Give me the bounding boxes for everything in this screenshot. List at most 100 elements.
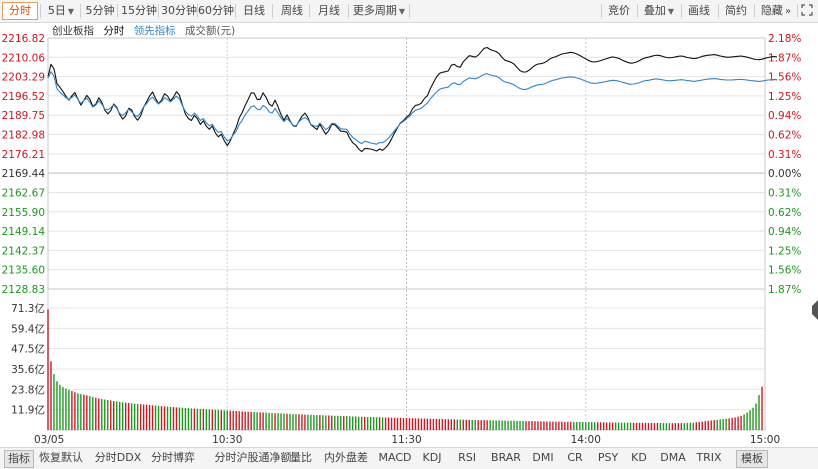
toolbar-divider: [718, 4, 719, 18]
volume-tick-label: 11.9亿: [11, 404, 45, 417]
time-tick-label: 15:00: [750, 434, 780, 446]
period-toolbar: 分时 5日 ▼ 5分钟 15分钟 30分钟 60分钟 日线 周线 月线 更多周期 ▼…: [0, 0, 818, 23]
tab-daily[interactable]: 日线: [238, 2, 270, 19]
price-tick-label: 2176.21: [2, 149, 45, 161]
price-tick-label: 2142.37: [2, 245, 45, 257]
price-tick-label: 2169.44: [2, 168, 46, 180]
percent-tick-label: 0.62%: [768, 130, 801, 142]
percent-tick-label: 1.25%: [768, 245, 801, 257]
tab-monthly-label: 月线: [318, 4, 340, 17]
percent-tick-label: 1.25%: [768, 91, 801, 103]
price-axis: 2216.82 2210.06 2203.29 2196.52 2189.75 2182.…: [2, 33, 46, 296]
hide-button[interactable]: 隐藏»: [756, 2, 796, 19]
toolbar-divider: [272, 4, 273, 18]
overlay-label: 叠加: [643, 4, 666, 17]
indicator-tab[interactable]: DMI: [532, 451, 554, 464]
time-axis: 03/05 10:30 11:30 14:00 15:00: [34, 434, 780, 446]
toolbar-divider: [409, 4, 410, 18]
chart-legend: 创业板指 分时 领先指标 成交额(元): [52, 23, 241, 37]
legend-volume-label: 成交额(元): [185, 25, 236, 37]
volume-tick-label: 47.5亿: [11, 343, 45, 356]
indicator-tab[interactable]: KDJ: [422, 451, 442, 464]
draw-line-label: 画线: [688, 4, 710, 17]
percent-axis: 2.18% 1.87% 1.56% 1.25% 0.94% 0.62% 0.31% 0.00%…: [768, 33, 801, 296]
volume-tick-label: 59.4亿: [11, 322, 45, 335]
percent-tick-label: 0.62%: [768, 207, 801, 219]
tab-60min[interactable]: 60分钟: [198, 2, 234, 19]
indicator-tab[interactable]: 分时沪股通净额: [214, 451, 292, 464]
tab-5min[interactable]: 5分钟: [83, 2, 117, 19]
caret-down-icon: ▼: [67, 7, 75, 16]
overlay-dropdown[interactable]: 叠加 ▼: [640, 2, 678, 19]
toolbar-divider: [348, 4, 349, 18]
legend-index-name: 创业板指: [52, 25, 94, 37]
tab-5day[interactable]: 5日 ▼: [44, 2, 78, 19]
intraday-chart[interactable]: 2216.82 2210.06 2203.29 2196.52 2189.75 2182.…: [0, 0, 818, 447]
indicator-tab[interactable]: MACD: [378, 451, 412, 464]
expand-button[interactable]: [799, 2, 815, 19]
tab-weekly[interactable]: 周线: [276, 2, 308, 19]
indicator-tab[interactable]: CR: [567, 451, 583, 464]
volume-tick-label: 23.8亿: [11, 383, 45, 396]
percent-tick-label: 1.87%: [768, 52, 801, 64]
percent-tick-label: 0.94%: [768, 226, 801, 238]
tab-timeshare[interactable]: 分时: [2, 2, 38, 20]
indicator-tab[interactable]: DMA: [660, 451, 686, 464]
indicator-tab[interactable]: 量比: [290, 451, 312, 464]
indicator-tab[interactable]: BRAR: [491, 451, 521, 464]
more-periods-dropdown[interactable]: 更多周期 ▼: [351, 2, 407, 19]
price-line: [47, 46, 778, 153]
simple-mode-button[interactable]: 简约: [721, 2, 751, 19]
draw-line-button[interactable]: 画线: [684, 2, 714, 19]
price-tick-label: 2216.82: [2, 33, 45, 45]
indicator-tab[interactable]: 分时DDX: [94, 451, 142, 464]
tab-30min[interactable]: 30分钟: [159, 2, 199, 19]
percent-tick-label: 0.94%: [768, 110, 801, 122]
tab-30min-label: 30分钟: [161, 4, 197, 17]
indicator-tab[interactable]: KD: [631, 451, 647, 464]
call-auction-button[interactable]: 竞价: [604, 2, 634, 19]
toolbar-divider: [158, 4, 159, 18]
indicator-tab[interactable]: 分时博弈: [151, 451, 195, 464]
double-chevron-right-icon: »: [784, 6, 792, 17]
legend-leading-indicator: 领先指标: [133, 25, 176, 37]
percent-tick-label: 1.56%: [768, 72, 801, 84]
chart-grid: [47, 37, 766, 431]
volume-bars: [47, 309, 763, 430]
volume-tick-label: 71.3亿: [11, 302, 45, 315]
price-tick-label: 2149.14: [2, 226, 46, 238]
toolbar-divider: [754, 4, 755, 18]
tab-15min[interactable]: 15分钟: [119, 2, 159, 19]
expand-icon: [801, 4, 813, 16]
indicator-tab[interactable]: RSI: [458, 451, 476, 464]
volume-axis: 71.3亿 59.4亿 47.5亿 35.6亿 23.8亿 11.9亿: [11, 302, 45, 417]
panel-handle-icon: [812, 300, 818, 320]
time-tick-label: 11:30: [391, 434, 421, 446]
indicator-tab[interactable]: 指标: [4, 450, 34, 468]
indicator-tab[interactable]: TRIX: [696, 451, 722, 464]
indicator-tab[interactable]: 模板: [736, 450, 768, 468]
price-frame: [47, 37, 766, 290]
percent-tick-label: 2.18%: [768, 33, 801, 45]
time-tick-label: 14:00: [571, 434, 601, 446]
legend-mode: 分时: [103, 25, 125, 37]
indicator-tab[interactable]: 恢复默认: [39, 451, 83, 464]
leading-indicator-line: [47, 71, 778, 145]
price-tick-label: 2135.60: [2, 265, 45, 277]
percent-tick-label: 0.31%: [768, 187, 801, 199]
percent-tick-label: 0.00%: [768, 168, 801, 180]
indicator-tab[interactable]: 内外盘差: [324, 451, 368, 464]
caret-down-icon: ▼: [398, 7, 406, 16]
price-lines: [47, 46, 778, 153]
simple-mode-label: 简约: [725, 4, 747, 17]
tab-5min-label: 5分钟: [85, 4, 115, 17]
toolbar-divider: [681, 4, 682, 18]
panel-collapse-handle[interactable]: [812, 300, 818, 320]
tab-monthly[interactable]: 月线: [313, 2, 345, 19]
time-tick-label: 10:30: [212, 434, 242, 446]
indicator-tab[interactable]: PSY: [597, 451, 619, 464]
toolbar-divider: [117, 4, 118, 18]
toolbar-divider: [197, 4, 198, 18]
caret-down-icon: ▼: [667, 7, 675, 16]
hide-label: 隐藏: [760, 4, 783, 17]
